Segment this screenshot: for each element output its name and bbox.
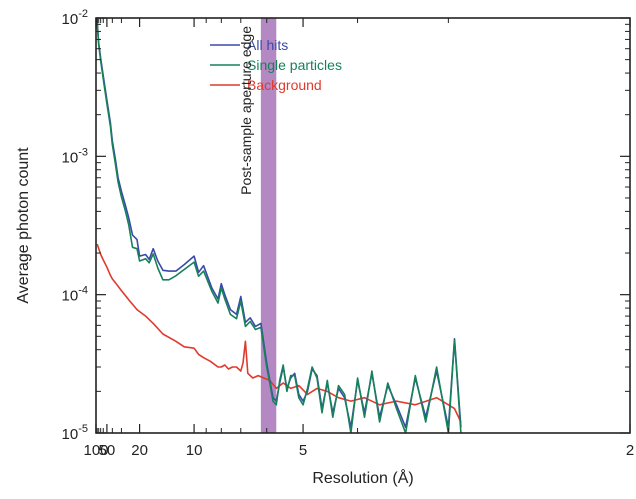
- x-tick-label: 2: [626, 442, 634, 459]
- x-tick-label: 100: [83, 442, 108, 459]
- y-tick-label: 10-5: [62, 423, 88, 443]
- y-tick-label: 10-4: [62, 285, 88, 305]
- y-tick-label: 10-3: [62, 146, 88, 166]
- x-tick-label: 10: [186, 442, 203, 459]
- x-tick-label: 20: [131, 442, 148, 459]
- x-tick-label: 50: [99, 442, 116, 459]
- x-tick-label: 5: [299, 442, 307, 459]
- aperture-annotation: Post-sample aperture edge: [238, 26, 254, 195]
- series-line-background: [96, 243, 462, 423]
- legend-label: All hits: [247, 37, 288, 53]
- x-axis-title: Resolution (Å): [312, 468, 413, 487]
- y-tick-label: 10-2: [62, 8, 88, 28]
- plot-frame: [95, 17, 631, 434]
- y-axis-title: Average photon count: [15, 147, 32, 304]
- aperture-band: [260, 18, 277, 433]
- series-line-single-particles: [96, 18, 462, 433]
- legend-label: Background: [247, 77, 322, 93]
- legend-label: Single particles: [247, 57, 342, 73]
